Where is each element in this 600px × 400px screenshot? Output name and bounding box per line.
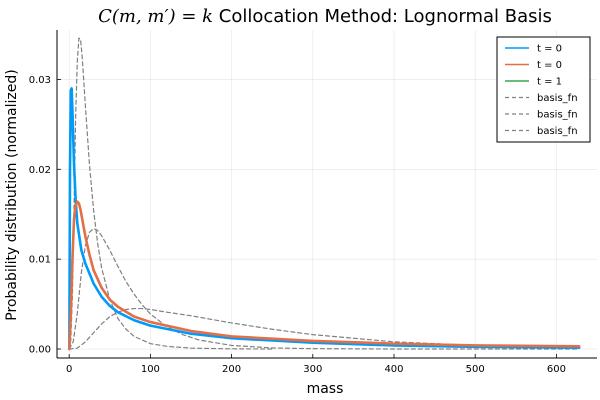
- series-line-basis-fn: [68, 37, 273, 350]
- x-tick-label: 200: [222, 364, 241, 375]
- legend-box: [496, 36, 591, 143]
- y-tick-label: 0.01: [29, 255, 51, 266]
- legend-label: basis_fn: [537, 93, 578, 104]
- series-line-basis-fn: [68, 307, 580, 350]
- y-tick-label: 0.00: [29, 345, 51, 356]
- x-axis-ticks: 0 100 200 300 400 500 600: [66, 354, 566, 375]
- y-tick-label: 0.03: [29, 75, 51, 86]
- x-tick-label: 0: [66, 364, 72, 375]
- legend-label: t = 1: [537, 77, 562, 88]
- y-axis-label: Probability distribution (normalized): [4, 69, 20, 320]
- x-tick-label: 300: [303, 364, 322, 375]
- chart-title: C(m, m′) = k Collocation Method: Lognorm…: [98, 6, 552, 27]
- series-line-basis-fn: [68, 228, 580, 350]
- legend-label: basis_fn: [537, 126, 578, 137]
- x-axis-label: mass: [307, 381, 344, 397]
- legend-label: basis_fn: [537, 110, 578, 121]
- legend-label: t = 0: [537, 44, 562, 55]
- y-tick-label: 0.02: [29, 165, 51, 176]
- legend: t = 0 t = 0 t = 1 basis_fn basis_fn basis_fn: [496, 36, 591, 143]
- series-line-t-0: [68, 200, 581, 351]
- x-tick-label: 500: [466, 364, 485, 375]
- x-tick-label: 600: [547, 364, 566, 375]
- legend-label: t = 0: [537, 60, 562, 71]
- series-line-t-0: [68, 87, 581, 351]
- y-axis-ticks: 0.00 0.01 0.02 0.03: [29, 75, 61, 356]
- chart-title-math: C(m, m′) = k: [98, 6, 213, 27]
- x-tick-label: 100: [141, 364, 160, 375]
- x-tick-label: 400: [384, 364, 403, 375]
- series-layer: [68, 37, 581, 351]
- axes: [56, 30, 597, 359]
- chart-title-text: Collocation Method: Lognormal Basis: [213, 6, 552, 27]
